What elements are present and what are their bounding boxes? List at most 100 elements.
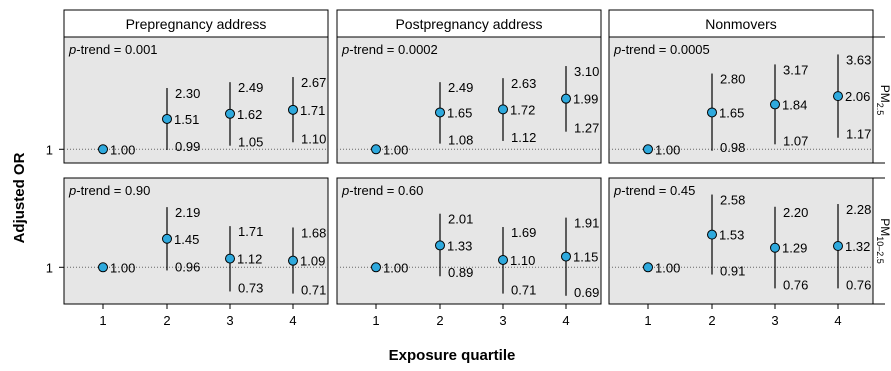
x-tick-label: 1 [99, 313, 106, 328]
odds-ratio-label: 2.06 [845, 89, 870, 104]
column-header-box [63, 9, 329, 38]
odds-ratio-point [770, 99, 780, 110]
column-header-label: Prepregnancy address [126, 16, 267, 32]
odds-ratio-label: 1.12 [237, 252, 262, 267]
lower-ci-label: 1.27 [574, 121, 599, 136]
p-trend-p: p [68, 183, 76, 198]
odds-ratio-point [643, 144, 653, 155]
odds-ratio-point [435, 107, 445, 118]
upper-ci-label: 2.01 [448, 212, 473, 227]
x-tick-label: 2 [436, 313, 443, 328]
lower-ci-label: 0.91 [720, 264, 745, 279]
odds-ratio-label: 1.45 [174, 232, 199, 247]
odds-ratio-point [707, 229, 717, 240]
p-trend-value: -trend = 0.0002 [349, 42, 438, 57]
odds-ratio-point [162, 233, 172, 244]
p-trend-label: p-trend = 0.90 [68, 183, 150, 198]
odds-ratio-point [98, 144, 108, 155]
upper-ci-label: 2.49 [238, 80, 263, 95]
odds-ratio-point [225, 108, 235, 119]
odds-ratio-label: 1.00 [655, 260, 680, 275]
column-header-label: Postpregnancy address [395, 16, 542, 32]
odds-ratio-point [435, 240, 445, 251]
lower-ci-label: 0.99 [175, 139, 200, 154]
odds-ratio-label: 1.65 [719, 105, 744, 120]
lower-ci-label: 0.76 [846, 277, 871, 292]
x-tick-label: 1 [372, 313, 379, 328]
odds-ratio-label: 1.84 [782, 97, 807, 112]
odds-ratio-point [371, 262, 381, 273]
upper-ci-label: 3.17 [783, 62, 808, 77]
lower-ci-label: 0.71 [511, 283, 536, 298]
odds-ratio-label: 1.00 [383, 142, 408, 157]
row-label: PM10–2.5 [875, 218, 891, 264]
upper-ci-label: 2.58 [720, 193, 745, 208]
upper-ci-label: 1.91 [574, 216, 599, 231]
x-tick-label: 4 [562, 313, 569, 328]
odds-ratio-point [98, 262, 108, 273]
upper-ci-label: 2.28 [846, 202, 871, 217]
panel-background [608, 36, 874, 164]
row-label-main: PM [878, 85, 891, 103]
lower-ci-label: 1.08 [448, 133, 473, 148]
lower-ci-label: 1.10 [301, 131, 326, 146]
p-trend-value: -trend = 0.0005 [621, 42, 710, 57]
p-trend-value: -trend = 0.60 [349, 183, 423, 198]
p-trend-value: -trend = 0.001 [76, 42, 157, 57]
odds-ratio-label: 1.99 [573, 92, 598, 107]
column-headers: Prepregnancy address Postpregnancy addres… [63, 9, 874, 38]
upper-ci-label: 2.20 [783, 205, 808, 220]
row-label: PM2.5 [875, 85, 891, 116]
p-trend-p: p [68, 42, 76, 57]
p-trend-value: -trend = 0.90 [76, 183, 150, 198]
column-header-label: Nonmovers [705, 16, 777, 32]
panel-background [63, 36, 329, 164]
odds-ratio-point [833, 240, 843, 251]
y-tick-label: 1 [46, 142, 53, 157]
odds-ratio-label: 1.53 [719, 228, 744, 243]
odds-ratio-label: 1.10 [510, 253, 535, 268]
panel: p-trend = 0.0005 1.00 2.80 0.98 1.65 3.17 1.07… [608, 36, 874, 164]
x-tick-label: 4 [834, 313, 841, 328]
odds-ratio-point [288, 104, 298, 115]
odds-ratio-point [371, 144, 381, 155]
upper-ci-label: 1.69 [511, 225, 536, 240]
odds-ratio-label: 1.33 [447, 238, 472, 253]
panel-background [63, 177, 329, 305]
axes-group: 1 1 1 2 3 4 1 2 3 4 1 2 3 4 [46, 142, 842, 328]
odds-ratio-label: 1.00 [110, 142, 135, 157]
panel: p-trend = 0.0002 1.00 2.49 1.08 1.65 2.63 1.12… [336, 36, 602, 164]
p-trend-label: p-trend = 0.0002 [341, 42, 438, 57]
upper-ci-label: 2.80 [720, 72, 745, 87]
odds-ratio-point [561, 93, 571, 104]
p-trend-label: p-trend = 0.0005 [613, 42, 710, 57]
lower-ci-label: 1.05 [238, 135, 263, 150]
lower-ci-label: 1.17 [846, 127, 871, 142]
p-trend-p: p [613, 183, 621, 198]
x-tick-label: 4 [289, 313, 296, 328]
odds-ratio-label: 1.00 [383, 260, 408, 275]
panel: p-trend = 0.90 1.00 2.19 0.96 1.45 1.71 0.73 1.… [63, 177, 329, 305]
row-label-main: PM [878, 218, 891, 236]
panel: p-trend = 0.45 1.00 2.58 0.91 1.53 2.20 0.76 1.… [608, 177, 874, 305]
upper-ci-label: 3.10 [574, 64, 599, 79]
lower-ci-label: 0.96 [175, 259, 200, 274]
panel: p-trend = 0.001 1.00 2.30 0.99 1.51 2.49 1.05 1… [63, 36, 329, 164]
p-trend-p: p [341, 183, 349, 198]
p-trend-value: -trend = 0.45 [621, 183, 695, 198]
odds-ratio-label: 1.62 [237, 107, 262, 122]
p-trend-label: p-trend = 0.60 [341, 183, 423, 198]
x-tick-label: 2 [708, 313, 715, 328]
x-tick-label: 3 [771, 313, 778, 328]
odds-ratio-label: 1.65 [447, 105, 472, 120]
x-tick-label: 3 [499, 313, 506, 328]
odds-ratio-point [162, 113, 172, 124]
panel-background [336, 36, 602, 164]
odds-ratio-label: 1.29 [782, 241, 807, 256]
odds-ratio-point [498, 254, 508, 265]
odds-ratio-point [561, 251, 571, 262]
lower-ci-label: 0.98 [720, 140, 745, 155]
x-tick-label: 2 [163, 313, 170, 328]
odds-ratio-label: 1.15 [573, 250, 598, 265]
